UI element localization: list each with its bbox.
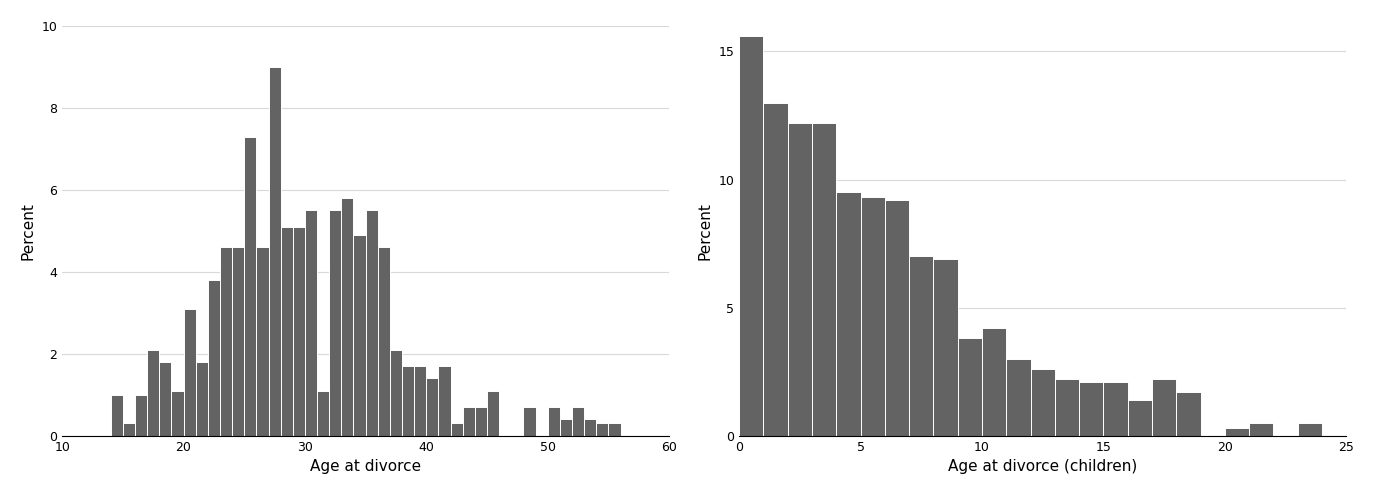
Bar (572, 407, 584, 436)
Bar (172, 391, 183, 436)
Bar (609, 423, 620, 436)
Bar (463, 407, 474, 436)
Bar (886, 200, 909, 436)
Bar (451, 423, 463, 436)
Bar (788, 123, 813, 436)
Bar (353, 235, 366, 436)
Bar (390, 349, 401, 436)
Bar (560, 419, 572, 436)
Bar (597, 423, 609, 436)
Bar (402, 366, 414, 436)
Bar (268, 67, 280, 436)
Bar (547, 407, 560, 436)
Bar (1298, 423, 1321, 436)
Bar (524, 407, 536, 436)
Bar (474, 407, 487, 436)
Bar (439, 366, 451, 436)
Bar (1248, 423, 1273, 436)
Bar (147, 349, 160, 436)
Bar (341, 198, 353, 436)
Bar (293, 227, 305, 436)
Bar (763, 102, 788, 436)
Bar (245, 137, 256, 436)
Bar (280, 227, 293, 436)
Bar (183, 309, 195, 436)
Bar (1006, 359, 1031, 436)
Bar (232, 247, 245, 436)
Bar (208, 280, 220, 436)
Bar (1176, 392, 1200, 436)
Bar (1152, 379, 1176, 436)
Bar (584, 419, 597, 436)
Bar (305, 210, 318, 436)
Bar (195, 362, 208, 436)
Bar (256, 247, 268, 436)
Bar (487, 391, 499, 436)
Bar (861, 198, 886, 436)
X-axis label: Age at divorce: Age at divorce (311, 459, 421, 474)
Bar (813, 123, 836, 436)
Bar (426, 378, 439, 436)
Bar (110, 395, 122, 436)
Bar (329, 210, 341, 436)
Bar (982, 328, 1006, 436)
Bar (122, 423, 135, 436)
Y-axis label: Percent: Percent (21, 202, 36, 260)
Bar (160, 362, 172, 436)
Bar (1031, 369, 1055, 436)
Bar (836, 193, 861, 436)
Y-axis label: Percent: Percent (698, 202, 712, 260)
Bar (1055, 379, 1079, 436)
Bar (1128, 400, 1152, 436)
X-axis label: Age at divorce (children): Age at divorce (children) (949, 459, 1137, 474)
Bar (740, 36, 763, 436)
Bar (318, 391, 329, 436)
Bar (934, 259, 958, 436)
Bar (1225, 428, 1248, 436)
Bar (135, 395, 147, 436)
Bar (1079, 382, 1103, 436)
Bar (220, 247, 232, 436)
Bar (1103, 382, 1127, 436)
Bar (909, 256, 934, 436)
Bar (366, 210, 378, 436)
Bar (958, 339, 982, 436)
Bar (378, 247, 390, 436)
Bar (414, 366, 426, 436)
